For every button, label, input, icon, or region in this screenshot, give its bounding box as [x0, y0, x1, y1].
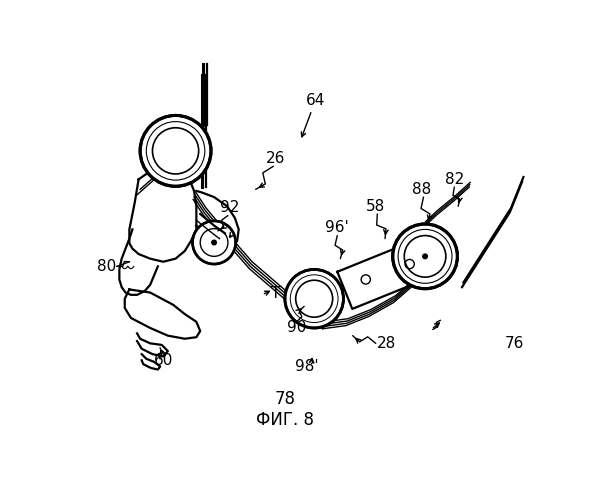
Text: 26: 26 [266, 151, 285, 166]
Text: 60: 60 [153, 353, 173, 368]
Text: 76: 76 [505, 336, 524, 351]
Text: 28: 28 [377, 336, 396, 351]
Text: 82: 82 [445, 172, 464, 187]
Text: T: T [271, 286, 280, 301]
Text: ФИГ. 8: ФИГ. 8 [256, 412, 314, 430]
Text: 96': 96' [326, 220, 349, 236]
Text: 78: 78 [274, 390, 295, 408]
Text: 90: 90 [287, 320, 306, 336]
Circle shape [423, 254, 428, 258]
Circle shape [393, 224, 457, 288]
Circle shape [285, 270, 344, 328]
Text: 80: 80 [97, 259, 116, 274]
Text: 98': 98' [295, 359, 318, 374]
Circle shape [212, 240, 216, 245]
Text: 92: 92 [220, 200, 239, 216]
Circle shape [140, 116, 211, 186]
Circle shape [193, 221, 236, 264]
Text: 58: 58 [366, 199, 385, 214]
Text: 64: 64 [306, 92, 326, 108]
Text: 88: 88 [413, 182, 432, 197]
